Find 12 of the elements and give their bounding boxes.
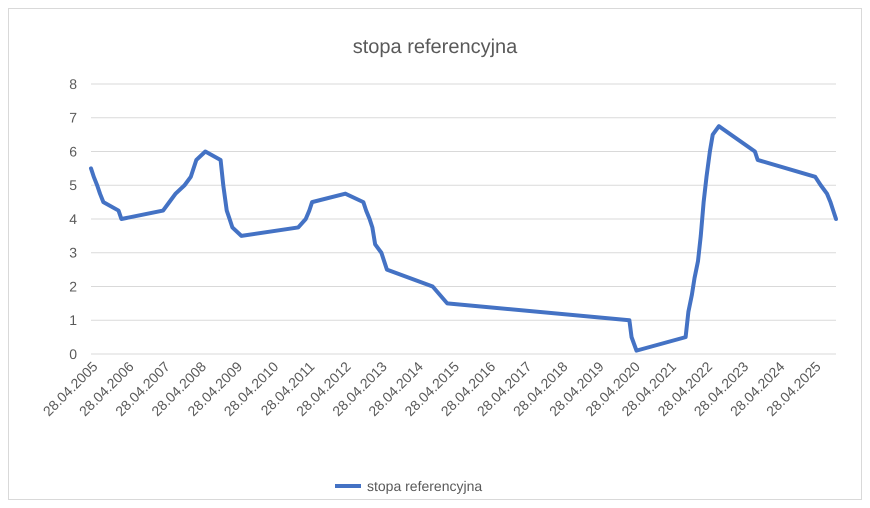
line-series xyxy=(89,124,838,353)
y-tick-label: 3 xyxy=(69,244,78,261)
y-tick-label: 0 xyxy=(69,346,78,362)
y-tick-label: 2 xyxy=(69,278,78,294)
y-tick-label: 8 xyxy=(69,76,78,92)
y-tick-label: 4 xyxy=(69,210,78,227)
y-tick-label: 6 xyxy=(69,143,78,160)
y-tick-label: 1 xyxy=(69,312,78,328)
chart-title: stopa referencyjna xyxy=(352,36,518,58)
y-tick-label: 7 xyxy=(69,110,78,126)
y-tick-label: 5 xyxy=(69,177,78,194)
legend-label: stopa referencyjna xyxy=(367,478,482,494)
